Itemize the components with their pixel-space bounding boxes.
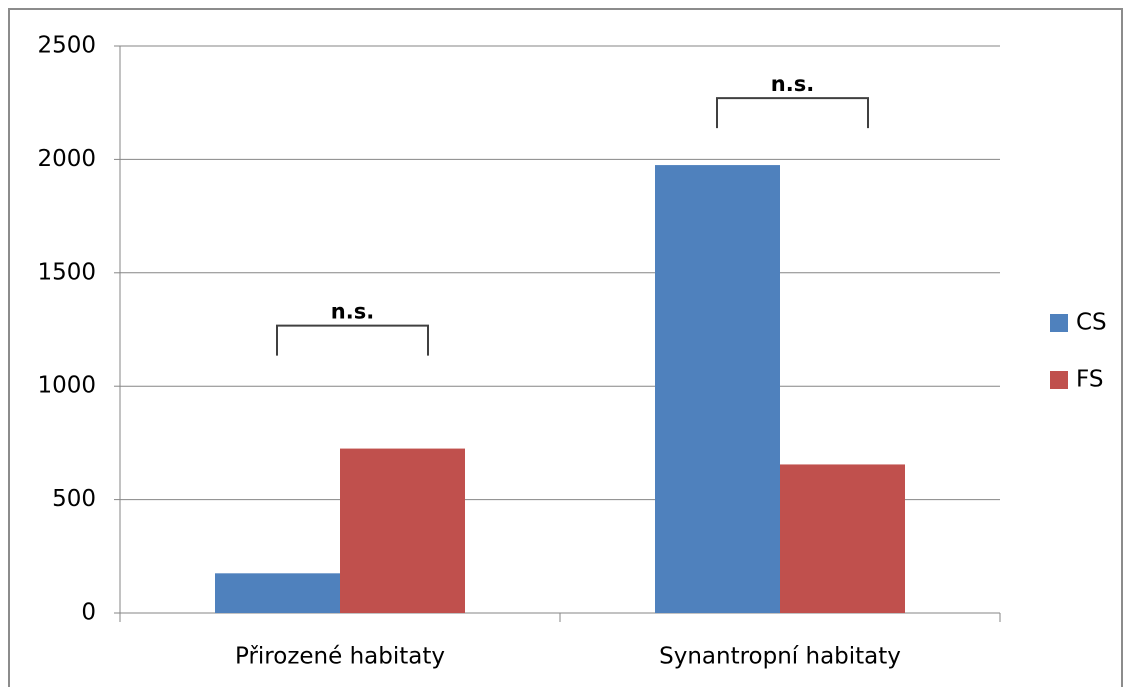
significance-bracket [276,324,429,356]
legend-label: CS [1076,310,1107,336]
legend-swatch [1050,371,1068,389]
annotation: n.s. [331,300,374,324]
x-tick-label: Přirozené habitaty [235,644,445,670]
bar [655,165,780,613]
y-tick-label: 2000 [37,146,96,172]
significance-bracket [716,97,869,129]
annotation: n.s. [771,72,814,96]
y-tick-label: 0 [81,600,96,626]
bar [340,448,465,613]
y-tick-label: 500 [52,486,96,512]
y-tick-label: 2500 [37,33,96,59]
x-tick-label: Synantropní habitaty [659,644,901,670]
y-tick-label: 1000 [37,373,96,399]
legend-swatch [1050,314,1068,332]
bar [780,464,905,613]
legend-label: FS [1076,367,1103,393]
bar [215,573,340,613]
chart-frame [8,8,1123,687]
y-tick-label: 1500 [37,259,96,285]
